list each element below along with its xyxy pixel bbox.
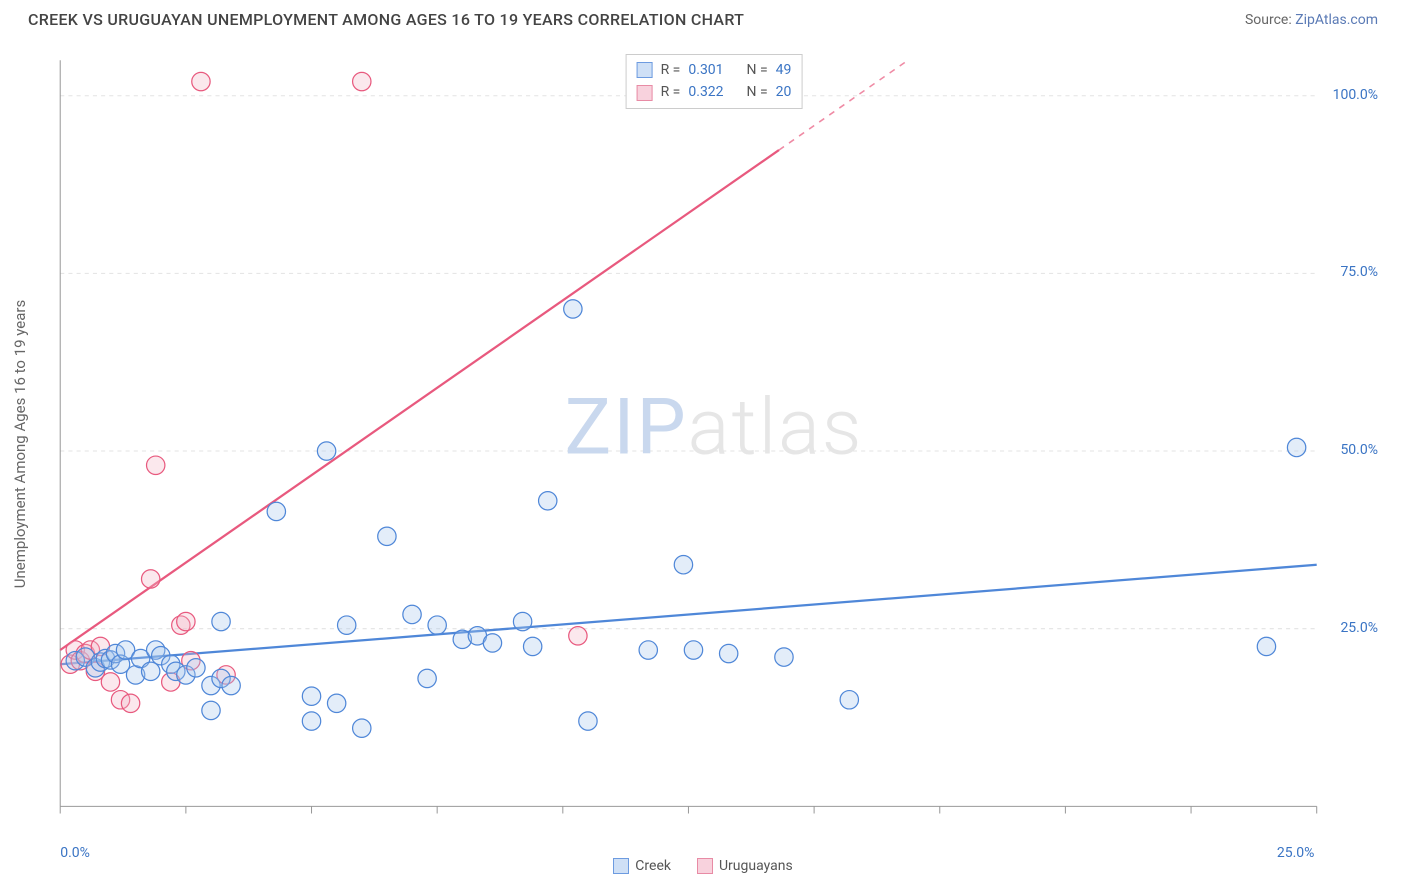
stats-box: R = 0.301 N = 49R = 0.322 N = 20 [626,54,803,109]
source-text: Source: ZipAtlas.com [1245,12,1378,28]
y-tick-label: 50.0% [1340,442,1378,458]
header: CREEK VS URUGUAYAN UNEMPLOYMENT AMONG AG… [0,0,1406,35]
source-link[interactable]: ZipAtlas.com [1295,12,1378,28]
stats-row: R = 0.322 N = 20 [637,81,792,103]
series-swatch [697,858,713,874]
legend: Creek Uruguayans [0,858,1406,874]
chart-title: CREEK VS URUGUAYAN UNEMPLOYMENT AMONG AG… [28,10,744,29]
scatter-chart [50,50,1378,837]
stats-row: R = 0.301 N = 49 [637,59,792,81]
y-axis-label: Unemployment Among Ages 16 to 19 years [11,299,29,587]
legend-item: Uruguayans [697,858,793,874]
plot-area: Unemployment Among Ages 16 to 19 years Z… [50,50,1378,837]
series-swatch [637,85,653,101]
y-tick-label: 75.0% [1340,264,1378,280]
legend-item: Creek [613,858,671,874]
y-tick-label: 25.0% [1340,620,1378,636]
series-swatch [613,858,629,874]
y-tick-label: 100.0% [1333,87,1378,103]
series-swatch [637,62,653,78]
